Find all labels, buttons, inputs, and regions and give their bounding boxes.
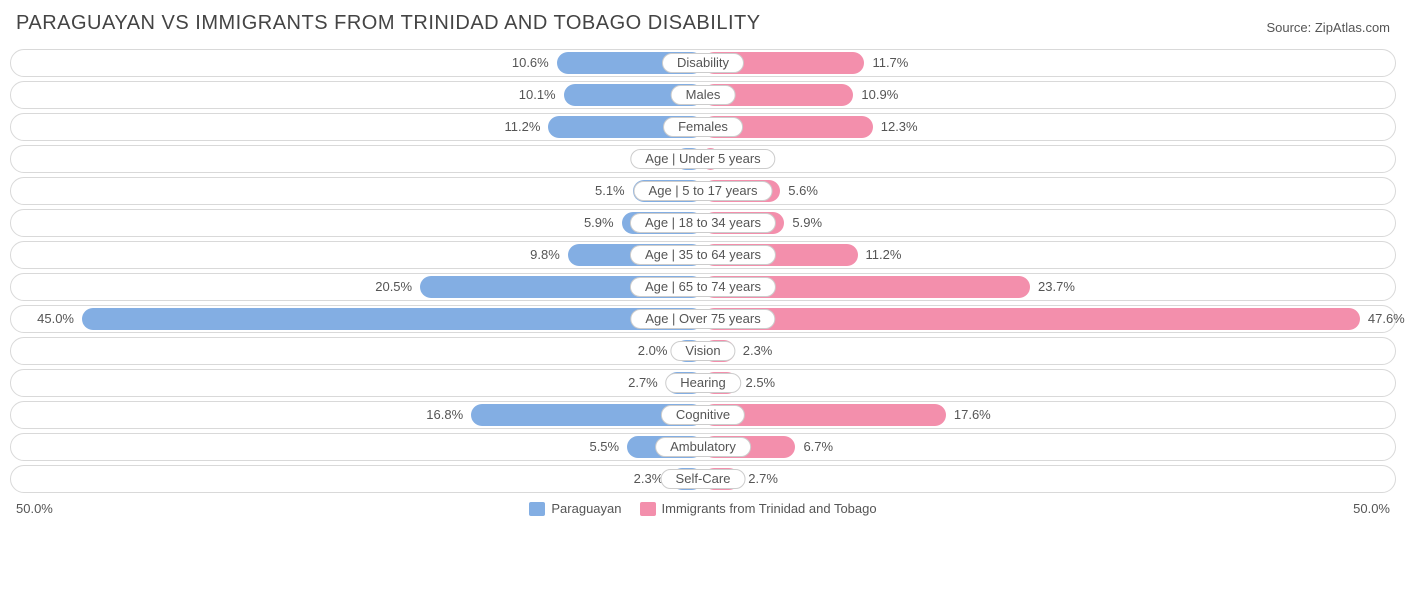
category-label: Vision	[670, 341, 735, 361]
legend-label-left: Paraguayan	[551, 501, 621, 516]
chart-row: 5.5% 6.7% Ambulatory	[10, 433, 1396, 461]
value-right: 17.6%	[954, 404, 991, 426]
category-label: Age | 18 to 34 years	[630, 213, 776, 233]
value-left: 2.0%	[638, 340, 668, 362]
chart-row: 5.1% 5.6% Age | 5 to 17 years	[10, 177, 1396, 205]
chart-row: 10.1% 10.9% Males	[10, 81, 1396, 109]
bar-right	[703, 308, 1360, 330]
value-left: 45.0%	[37, 308, 74, 330]
value-right: 5.9%	[792, 212, 822, 234]
chart-row: 2.0% 2.3% Vision	[10, 337, 1396, 365]
value-right: 12.3%	[881, 116, 918, 138]
value-right: 10.9%	[861, 84, 898, 106]
category-label: Self-Care	[661, 469, 746, 489]
axis-right-label: 50.0%	[1330, 501, 1390, 516]
legend-item-right: Immigrants from Trinidad and Tobago	[640, 501, 877, 516]
value-left: 11.2%	[505, 116, 541, 138]
category-label: Age | Under 5 years	[630, 149, 775, 169]
axis-left-label: 50.0%	[16, 501, 76, 516]
category-label: Females	[663, 117, 743, 137]
category-label: Hearing	[665, 373, 741, 393]
legend-item-left: Paraguayan	[529, 501, 621, 516]
value-right: 5.6%	[788, 180, 818, 202]
diverging-bar-chart: 10.6% 11.7% Disability 10.1% 10.9% Males 11.2%…	[10, 45, 1396, 493]
chart-row: 5.9% 5.9% Age | 18 to 34 years	[10, 209, 1396, 237]
value-right: 47.6%	[1368, 308, 1405, 330]
value-left: 16.8%	[426, 404, 463, 426]
chart-row: 2.3% 2.7%Self-Care	[10, 465, 1396, 493]
category-label: Age | Over 75 years	[630, 309, 775, 329]
chart-row: 10.6% 11.7% Disability	[10, 49, 1396, 77]
value-right: 2.5%	[745, 372, 775, 394]
legend: Paraguayan Immigrants from Trinidad and …	[76, 501, 1330, 516]
chart-row: 11.2% 12.3% Females	[10, 113, 1396, 141]
chart-row: 9.8% 11.2% Age | 35 to 64 years	[10, 241, 1396, 269]
value-left: 5.9%	[584, 212, 614, 234]
legend-label-right: Immigrants from Trinidad and Tobago	[662, 501, 877, 516]
category-label: Age | 5 to 17 years	[634, 181, 773, 201]
chart-row: 20.5% 23.7% Age | 65 to 74 years	[10, 273, 1396, 301]
value-left: 5.1%	[595, 180, 625, 202]
value-left: 5.5%	[589, 436, 619, 458]
category-label: Ambulatory	[655, 437, 751, 457]
chart-row: 2.7% 2.5%Hearing	[10, 369, 1396, 397]
chart-row: 2.0%1.1%Age | Under 5 years	[10, 145, 1396, 173]
legend-swatch-left	[529, 502, 545, 516]
category-label: Age | 35 to 64 years	[630, 245, 776, 265]
category-label: Disability	[662, 53, 744, 73]
value-right: 11.2%	[866, 244, 902, 266]
chart-title: PARAGUAYAN VS IMMIGRANTS FROM TRINIDAD A…	[16, 12, 761, 35]
value-right: 11.7%	[872, 52, 908, 74]
value-left: 2.7%	[628, 372, 658, 394]
value-left: 9.8%	[530, 244, 560, 266]
category-label: Males	[671, 85, 736, 105]
value-left: 10.6%	[512, 52, 549, 74]
value-right: 23.7%	[1038, 276, 1075, 298]
category-label: Age | 65 to 74 years	[630, 277, 776, 297]
value-right: 2.3%	[743, 340, 773, 362]
chart-header: PARAGUAYAN VS IMMIGRANTS FROM TRINIDAD A…	[10, 12, 1396, 45]
category-label: Cognitive	[661, 405, 745, 425]
value-left: 20.5%	[375, 276, 412, 298]
chart-source: Source: ZipAtlas.com	[1266, 20, 1390, 35]
value-left: 2.3%	[634, 468, 664, 490]
legend-swatch-right	[640, 502, 656, 516]
chart-row: 45.0%47.6%Age | Over 75 years	[10, 305, 1396, 333]
value-right: 2.7%	[748, 468, 778, 490]
chart-footer: 50.0% Paraguayan Immigrants from Trinida…	[10, 497, 1396, 516]
chart-row: 16.8% 17.6% Cognitive	[10, 401, 1396, 429]
value-right: 6.7%	[803, 436, 833, 458]
bar-left	[82, 308, 703, 330]
value-left: 10.1%	[519, 84, 556, 106]
